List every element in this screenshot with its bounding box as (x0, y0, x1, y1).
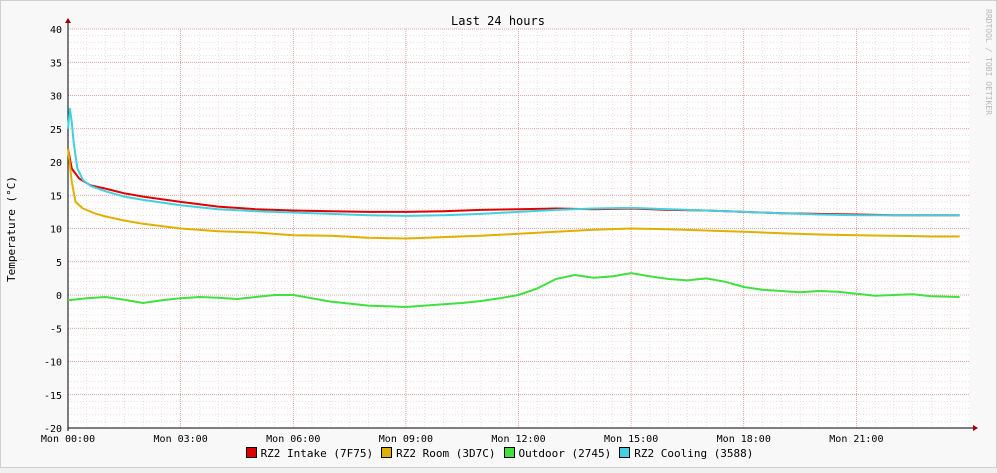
axes: -20 -15 -10 -5 0 5 10 15 20 25 30 35 40 Mon 00:00 Mon … (41, 18, 978, 445)
grid (67, 28, 969, 429)
x-tick-label: Mon 15:00 (604, 434, 658, 445)
legend-item: Outdoor (2745) (503, 447, 612, 460)
y-tick-label: -10 (44, 358, 62, 369)
y-tick-label: -15 (44, 391, 62, 402)
x-axis-arrow (973, 425, 978, 431)
y-tick-label: 5 (56, 258, 62, 269)
y-tick-label: 40 (50, 25, 62, 36)
y-axis-arrow (65, 18, 71, 23)
y-tick-label: -20 (44, 424, 62, 435)
x-tick-label: Mon 18:00 (717, 434, 771, 445)
chart-title: Last 24 hours (451, 14, 545, 28)
x-tick-label: Mon 12:00 (491, 434, 545, 445)
series-line-2 (67, 272, 960, 308)
legend-swatch (381, 447, 393, 458)
legend-swatch (245, 447, 257, 458)
y-tick-label: 15 (50, 191, 62, 202)
legend-swatch (619, 447, 631, 458)
legend-label: RZ2 Intake (7F75) (260, 447, 374, 460)
y-tick-label: 25 (50, 125, 62, 136)
y-tick-label: 35 (50, 58, 62, 69)
legend-item: RZ2 Intake (7F75) (245, 447, 374, 460)
y-tick-label: 10 (50, 225, 62, 236)
x-tick-label: Mon 09:00 (379, 434, 433, 445)
x-tick-label: Mon 00:00 (41, 434, 95, 445)
y-axis-label: Temperature (°C) (5, 176, 18, 282)
legend-label: RZ2 Room (3D7C) (396, 447, 496, 460)
x-tick-label: Mon 21:00 (829, 434, 883, 445)
series-line-3 (67, 107, 960, 217)
watermark: RRDTOOL / TOBI OETIKER (984, 9, 993, 115)
x-tick-label: Mon 06:00 (266, 434, 320, 445)
series-line-1 (67, 148, 960, 240)
y-tick-label: 20 (50, 158, 62, 169)
x-tick-label: Mon 03:00 (154, 434, 208, 445)
y-tick-label: 30 (50, 92, 62, 103)
y-tick-label: 0 (56, 291, 62, 302)
legend: RZ2 Intake (7F75) RZ2 Room (3D7C) Outdoor … (1, 447, 997, 460)
legend-swatch (503, 447, 515, 458)
legend-label: RZ2 Cooling (3588) (634, 447, 754, 460)
legend-item: RZ2 Cooling (3588) (619, 447, 753, 460)
y-tick-label: -5 (50, 324, 62, 335)
legend-item: RZ2 Room (3D7C) (381, 447, 496, 460)
series-lines (67, 107, 960, 308)
legend-label: Outdoor (2745) (518, 447, 612, 460)
